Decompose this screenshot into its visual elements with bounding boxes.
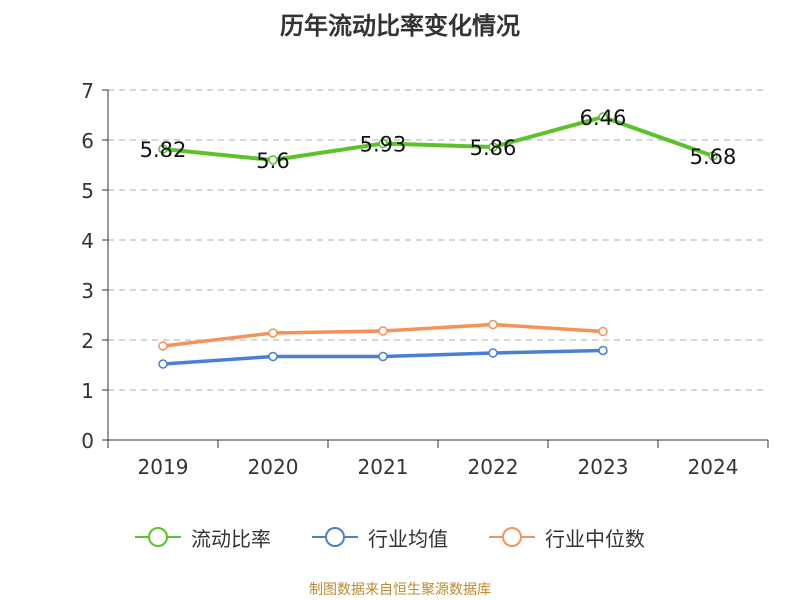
y-tick-label: 6 <box>81 129 94 153</box>
legend-item-industry-median[interactable]: 行业中位数 <box>487 522 645 552</box>
y-tick-label: 2 <box>81 329 94 353</box>
y-tick-label: 7 <box>81 79 94 103</box>
data-label: 6.46 <box>580 106 627 130</box>
x-tick-label: 2021 <box>358 455 409 479</box>
legend-label: 行业中位数 <box>545 526 645 551</box>
data-point <box>378 138 388 149</box>
x-tick-label: 2022 <box>468 455 519 479</box>
y-tick-label: 4 <box>81 229 94 253</box>
y-tick-label: 3 <box>81 279 94 303</box>
legend-line-marker-icon <box>312 527 358 547</box>
x-tick-label: 2023 <box>578 455 629 479</box>
data-point <box>598 345 608 356</box>
legend-line-marker-icon <box>489 527 535 547</box>
x-tick-label: 2024 <box>688 455 739 479</box>
data-point <box>158 359 168 369</box>
data-label: 5.6 <box>256 149 289 173</box>
data-point <box>488 319 498 330</box>
data-point <box>378 351 388 362</box>
data-point <box>268 328 278 338</box>
legend-label: 行业均值 <box>368 526 448 551</box>
series-line-1 <box>162 115 714 162</box>
chart-title: 历年流动比率变化情况 <box>280 12 520 40</box>
data-point <box>158 341 168 351</box>
data-label: 5.68 <box>690 145 737 169</box>
legend-line-marker-icon <box>135 527 181 547</box>
data-label: 5.93 <box>360 133 407 157</box>
x-tick-label: 2019 <box>138 455 189 479</box>
data-label: 5.82 <box>140 138 187 162</box>
data-point <box>598 112 608 122</box>
y-tick-label: 0 <box>81 429 94 453</box>
data-point <box>268 155 278 165</box>
y-tick-label: 5 <box>81 179 94 203</box>
data-point <box>158 144 168 154</box>
data-point <box>598 326 608 337</box>
data-label: 5.86 <box>470 136 517 160</box>
legend-item-current-ratio[interactable]: 流动比率 <box>133 522 271 552</box>
y-tick-label: 1 <box>81 379 94 403</box>
data-point <box>268 351 278 362</box>
data-point <box>378 326 388 336</box>
legend-label: 流动比率 <box>191 526 271 551</box>
data-source-note: 制图数据来自恒生聚源数据库 <box>309 582 491 598</box>
x-tick-label: 2020 <box>248 455 299 479</box>
data-point <box>488 348 498 358</box>
legend-item-industry-mean[interactable]: 行业均值 <box>310 522 448 552</box>
data-point <box>488 142 498 152</box>
data-point <box>708 151 718 161</box>
